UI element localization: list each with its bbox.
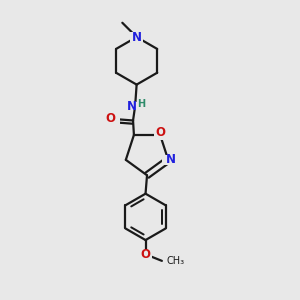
Bar [139,250,152,259]
Bar [154,130,167,140]
Text: O: O [140,248,151,261]
Text: H: H [138,99,146,109]
Text: O: O [106,112,116,125]
Text: O: O [156,126,166,139]
Bar [162,155,175,165]
Text: N: N [166,153,176,167]
Bar [107,114,120,124]
Bar [130,32,143,42]
Text: N: N [132,31,142,44]
Text: CH₃: CH₃ [167,256,185,266]
Bar [126,102,144,110]
Text: N: N [127,100,136,112]
